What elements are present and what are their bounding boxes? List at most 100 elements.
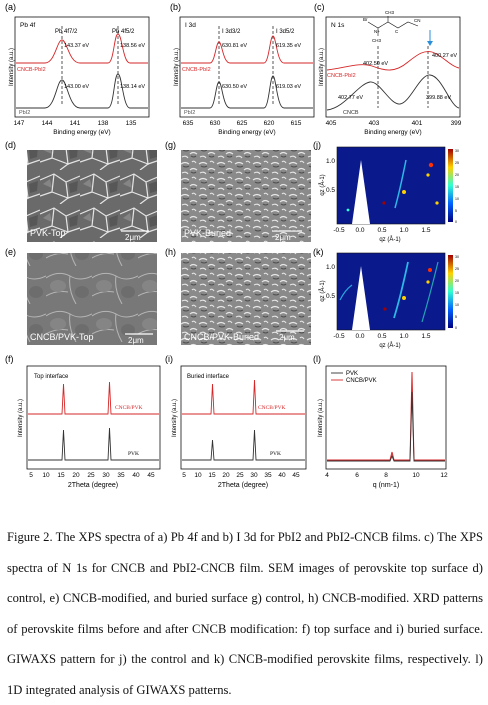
panel-k: (k) 30 25 20 15 10 5 0 1.0 0.5 qz (Å-1) … [313, 247, 459, 349]
figure-caption: Figure 2. The XPS spectra of a) Pb 4f an… [7, 530, 483, 697]
panel-j-cbar-tick-2: 25 [455, 161, 459, 165]
panel-k-xtick-4: 1.0 [399, 333, 408, 340]
panel-a-xtick-4: 138 [98, 120, 109, 127]
panel-j-horizon-gap [352, 160, 370, 224]
panel-d: (d) PVK-Top 2μm [5, 140, 157, 242]
panel-j-spot-6 [346, 208, 350, 212]
panel-k-ring-2 [421, 261, 439, 323]
panel-l-control-trace [327, 391, 445, 462]
panel-c-control-trace [326, 74, 460, 111]
panel-k-xlabel: qz (Å-1) [379, 342, 400, 349]
panel-j-ylabel: qz (Å-1) [319, 174, 326, 195]
panel-l-xtick-5: 12 [440, 472, 448, 479]
panel-j-cbar-tick-3: 20 [455, 173, 459, 177]
panel-i-frame [180, 365, 307, 470]
panel-f-xtick-7: 35 [117, 472, 125, 479]
panel-b-modified-trace [181, 35, 313, 64]
panel-j-ytick-2: 0.5 [326, 187, 335, 194]
panel-i-xtick-3: 15 [208, 472, 216, 479]
panel-b-xtick-5: 615 [291, 120, 302, 127]
panel-a-control-trace [16, 73, 148, 109]
panel-j-xtick-4: 1.0 [399, 227, 408, 234]
panel-l-legend-cncb: CNCB/PVK [346, 378, 377, 384]
panel-k-horizon-gap [352, 266, 370, 330]
panel-b-name: I 3d [185, 22, 196, 29]
panel-j-spot-2 [428, 162, 434, 168]
panel-j-spot-3 [426, 173, 430, 177]
panel-j-xtick-2: 0.0 [355, 227, 364, 234]
panel-k-cbar-tick-7: 0 [455, 326, 457, 330]
panel-a-modified-trace [16, 33, 148, 64]
panel-l-xtick-2: 6 [355, 472, 359, 479]
panel-e: (e) CNCB/PVK-Top 2μm [5, 247, 157, 345]
panel-a-be-1: 143.37 eV [64, 43, 89, 49]
molecule-label-ch3-a: CH3 [385, 10, 394, 15]
panel-h: (h) CNCB/PVK-Buried 2μm [165, 247, 311, 345]
panel-c-be-1: 402.50 eV [363, 61, 388, 67]
panel-c-xlabel: Binding energy (eV) [364, 129, 421, 136]
panel-k-cbar-tick-4: 15 [455, 291, 459, 295]
panel-f-modified-trace [28, 381, 159, 415]
panel-a-series-control: PbI2 [19, 110, 30, 116]
panel-c-xtick-1: 405 [326, 120, 337, 127]
panel-k-xtick-5: 1.5 [421, 333, 430, 340]
panel-l-frame [325, 365, 447, 470]
panel-k-spot-3 [426, 280, 430, 284]
panel-i-xtick-2: 10 [194, 472, 202, 479]
panel-f-letter: (f) [5, 354, 14, 364]
panel-f-xlabel: 2Theta (degree) [68, 482, 118, 489]
panel-c-be-3: 402.77 eV [338, 95, 363, 101]
panel-g-letter: (g) [165, 140, 176, 150]
panel-c-frame [325, 16, 461, 118]
panel-h-sem-image [181, 253, 311, 345]
panel-i-modified-trace [182, 379, 305, 415]
panel-j-spot-5 [435, 201, 439, 205]
panel-l: (l) PVK CNCB/PVK Intensity (a.u.) 4 6 8 … [313, 354, 448, 489]
panel-k-ylabel: qz (Å-1) [319, 280, 326, 301]
panel-a-peak-label-1: Pb 4f7/2 [55, 29, 78, 35]
panel-c-modified-trace [326, 51, 460, 71]
panel-g-sem-image [181, 150, 311, 242]
panel-f-xtick-9: 45 [147, 472, 155, 479]
panel-i-letter: (i) [165, 354, 173, 364]
panel-f: (f) Top interface CNCB/PVK PVK Intensity… [5, 354, 161, 489]
panel-i-control-trace [182, 429, 305, 461]
panel-j-spot-4 [382, 201, 386, 205]
panel-a-name: Pb 4f [20, 22, 35, 29]
panel-k-ytick-2: 0.5 [326, 293, 335, 300]
panel-a: (a) Pb 4f Pb 4f7/2 Pb 4f5/2 143.37 eV 13… [5, 2, 150, 136]
panel-l-legend-pvk: PVK [346, 371, 358, 377]
panel-l-xtick-3: 8 [384, 472, 388, 479]
panel-f-xtick-5: 25 [87, 472, 95, 479]
panel-l-modified-trace [327, 371, 445, 461]
panel-k-cbar-tick-2: 25 [455, 267, 459, 271]
panel-j-spot-1 [402, 190, 406, 194]
panel-a-xtick-3: 141 [70, 120, 81, 127]
panel-j-xlabel: qz (Å-1) [379, 236, 400, 243]
panel-a-xlabel: Binding energy (eV) [53, 129, 110, 136]
panel-j-cbar-tick-1: 30 [455, 149, 459, 153]
panel-g-scalebar-label: 2μm [275, 233, 291, 242]
panel-k-letter: (k) [313, 247, 324, 257]
panel-e-scalebar-label: 2μm [128, 336, 144, 345]
panel-f-xtick-3: 15 [57, 472, 65, 479]
panel-a-series-modified: CNCB-PbI2 [17, 67, 46, 73]
panel-b-series-control: PbI2 [184, 110, 195, 116]
panel-k-cbar-tick-6: 5 [455, 315, 457, 319]
panel-k-xtick-3: 0.5 [377, 333, 386, 340]
panel-b-xtick-4: 620 [264, 120, 275, 127]
panel-i-xtick-1: 5 [182, 472, 186, 479]
panel-i-xtick-4: 20 [222, 472, 230, 479]
panel-k-xtick-2: 0.0 [355, 333, 364, 340]
panel-j-cbar-tick-4: 15 [455, 185, 459, 189]
panel-j-xtick-1: -0.5 [333, 227, 345, 234]
panel-b-xlabel: Binding energy (eV) [218, 129, 275, 136]
panel-b-letter: (b) [170, 2, 181, 12]
panel-e-letter: (e) [5, 247, 16, 257]
panel-f-xtick-2: 10 [42, 472, 50, 479]
panel-a-frame [14, 16, 150, 118]
panel-k-cbar-tick-1: 30 [455, 255, 459, 259]
panel-i-xtick-5: 25 [236, 472, 244, 479]
panel-i-series-control: PVK [270, 451, 281, 457]
panel-h-label: CNCB/PVK-Buried [184, 332, 259, 342]
